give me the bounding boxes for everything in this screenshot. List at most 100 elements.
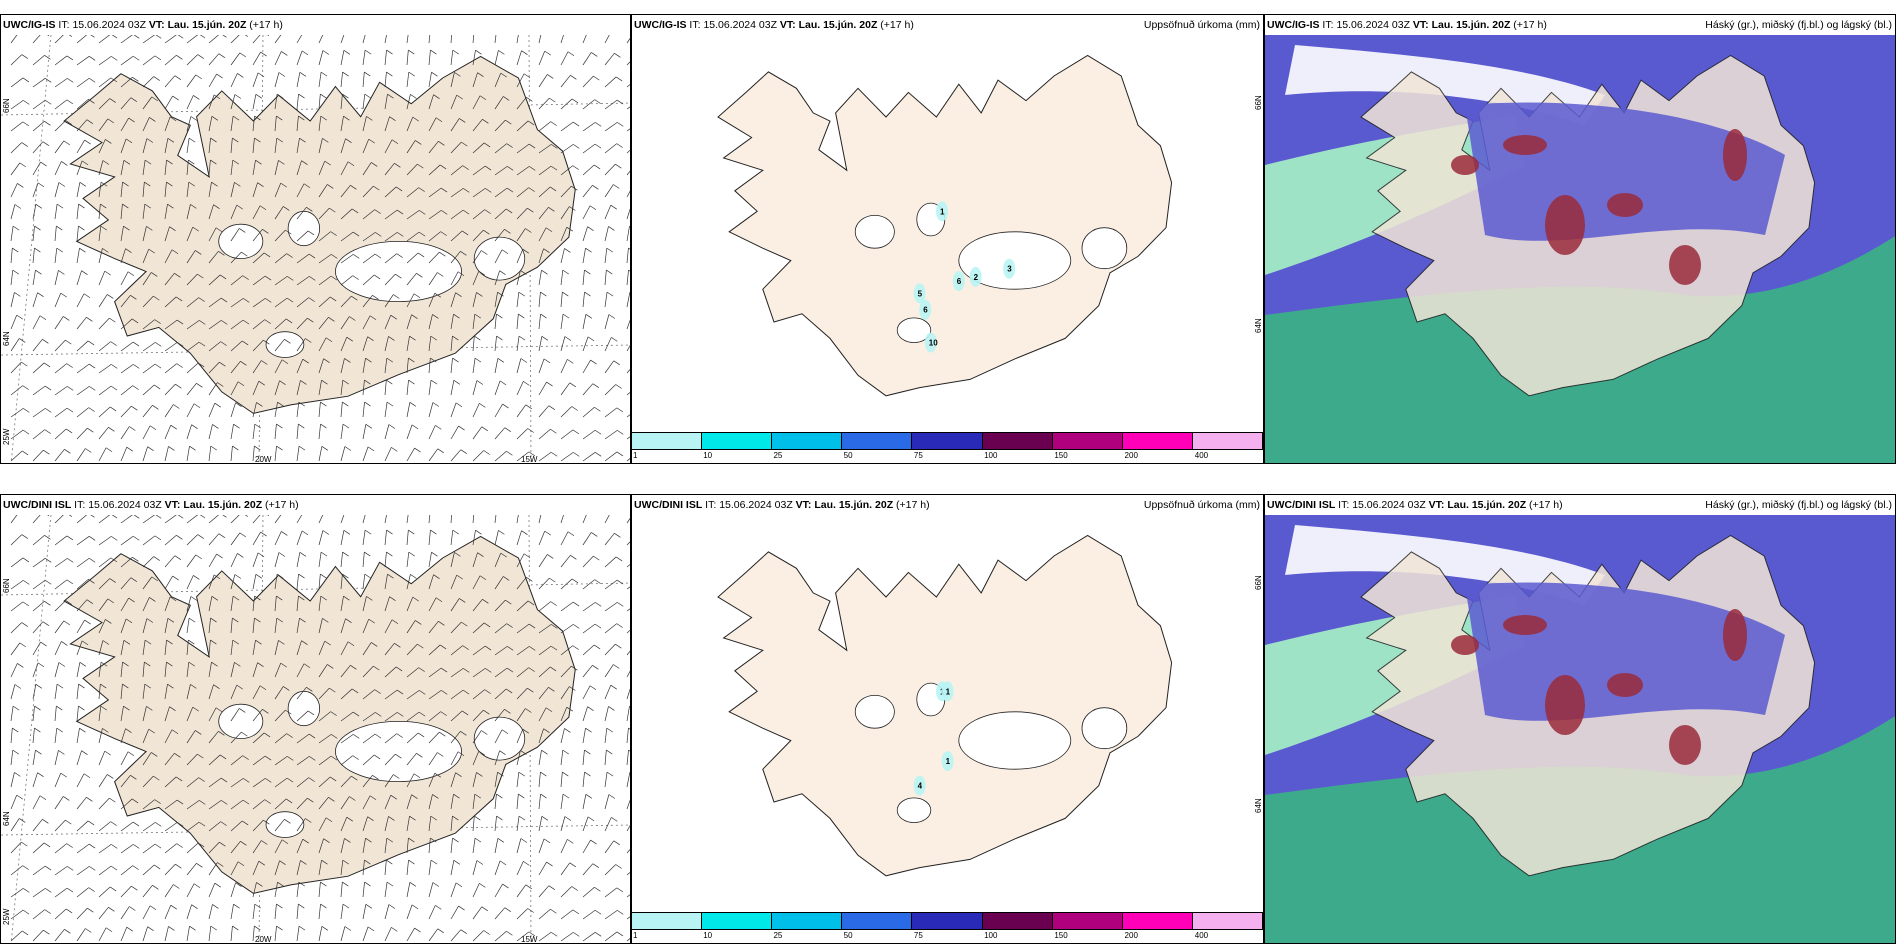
wind-barb <box>32 449 44 462</box>
wind-barb-flag <box>254 903 262 909</box>
wind-barb <box>450 905 459 920</box>
wind-barb <box>560 206 570 220</box>
wind-barb-flag <box>111 56 118 61</box>
wind-barb-flag <box>606 247 614 253</box>
wind-barb <box>538 227 547 242</box>
wind-barb-flag <box>213 94 221 100</box>
wind-barb-flag <box>324 640 331 646</box>
wind-barb-flag <box>613 840 620 846</box>
wind-barb-flag <box>485 188 492 193</box>
wind-barb-flag <box>174 555 182 560</box>
wind-barb <box>252 229 263 242</box>
lat-label: 66N <box>1254 95 1263 110</box>
wind-barb <box>54 535 68 546</box>
wind-barb-flag <box>19 338 26 343</box>
wind-barb-flag <box>58 182 66 187</box>
wind-barb <box>340 596 344 612</box>
glacier <box>218 223 264 259</box>
wind-barb-flag <box>329 687 336 693</box>
wind-barb <box>450 598 460 612</box>
wind-barb-flag <box>484 209 491 214</box>
wind-barb-flag <box>569 686 576 691</box>
wind-barb-flag <box>417 252 425 258</box>
wind-barb-flag <box>232 617 239 623</box>
wind-barb-flag <box>264 799 271 804</box>
wind-barb-flag <box>19 642 27 648</box>
wind-barb-flag <box>35 749 42 755</box>
wind-barb-flag <box>298 445 306 451</box>
wind-barb-flag <box>22 77 30 83</box>
wind-barb-flag <box>628 247 630 250</box>
wind-barb <box>32 385 46 396</box>
wind-barb <box>32 161 41 176</box>
wind-barb-flag <box>616 887 624 893</box>
wind-barb <box>208 227 217 242</box>
wind-barb <box>582 75 594 88</box>
wind-barb <box>32 865 46 876</box>
wind-barb <box>318 161 326 176</box>
wind-barb <box>142 363 156 374</box>
wind-barb <box>604 226 609 242</box>
precip-area <box>924 332 937 353</box>
wind-barb <box>340 641 349 656</box>
wind-barb-flag <box>351 295 358 301</box>
wind-barb-flag <box>483 142 491 148</box>
wind-barb-flag <box>276 423 283 429</box>
panel-subtitle: Háský (gr.), miðský (fj.bl.) og lágský (… <box>1705 499 1892 511</box>
wind-barb <box>208 926 212 942</box>
wind-barb <box>142 319 155 330</box>
wind-barb-flag <box>594 406 601 412</box>
wind-barb <box>76 728 80 744</box>
wind-barb-flag <box>58 662 66 667</box>
wind-barb <box>626 799 630 810</box>
wind-barb-flag <box>550 645 558 651</box>
wind-barb <box>472 380 478 396</box>
wind-barb <box>230 251 242 264</box>
wind-barb-flag <box>476 860 484 865</box>
wind-barb-flag <box>276 573 284 579</box>
wind-barb-flag <box>12 727 19 733</box>
wind-barb-flag <box>148 728 155 734</box>
wind-barb-flag <box>188 617 196 623</box>
wind-barb <box>208 904 213 920</box>
wind-barb-flag <box>320 595 327 601</box>
precip-legend-ticks: 1 10 25 50 75 100 150 200 400 <box>631 451 1263 463</box>
wind-barb <box>494 623 507 634</box>
wind-barb-flag <box>528 931 536 937</box>
wind-barb <box>208 800 222 810</box>
wind-barb-flag <box>320 881 327 887</box>
wind-barb <box>54 204 58 220</box>
wind-barb <box>494 380 501 396</box>
wind-barb-flag <box>520 270 527 275</box>
wind-barb-flag <box>219 274 227 280</box>
wind-barb-flag <box>149 597 156 602</box>
wind-barb-flag <box>81 160 89 166</box>
wind-barb <box>120 865 133 876</box>
wind-barb-flag <box>343 49 351 55</box>
wind-barb <box>582 794 587 810</box>
wind-barb <box>340 882 343 898</box>
wind-barb-flag <box>463 188 470 193</box>
wind-barb-flag <box>220 341 227 346</box>
wind-barb-flag <box>585 247 592 253</box>
panel-title: UWC/IG-IS IT: 15.06.2024 03Z VT: Lau. 15… <box>1267 19 1547 31</box>
wind-barb <box>32 557 46 568</box>
glacier <box>854 215 895 249</box>
wind-barb-flag <box>408 551 415 557</box>
wind-barb <box>406 530 409 546</box>
wind-barb <box>208 553 217 568</box>
wind-barb-flag <box>222 35 227 38</box>
wind-barb <box>472 229 484 242</box>
wind-barb-flag <box>265 778 272 783</box>
wind-barb <box>560 886 572 898</box>
wind-barb <box>32 909 45 920</box>
wind-barb-flag <box>198 297 205 302</box>
wind-barb <box>186 515 199 524</box>
wind-barb-flag <box>615 384 622 389</box>
wind-barb-flag <box>562 313 570 319</box>
wind-barb <box>362 424 367 440</box>
wind-barb-flag <box>154 319 161 324</box>
wind-barb <box>142 160 146 176</box>
wind-barb <box>296 552 301 568</box>
